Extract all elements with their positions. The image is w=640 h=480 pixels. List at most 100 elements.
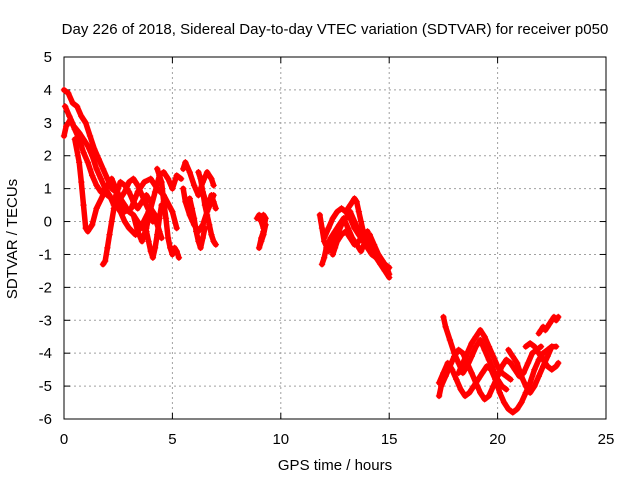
- data-point: [169, 251, 176, 258]
- data-point: [262, 221, 269, 229]
- data-point: [555, 359, 562, 367]
- data-point: [88, 152, 96, 159]
- data-point: [342, 208, 350, 215]
- data-point: [162, 215, 170, 222]
- data-point: [318, 224, 326, 232]
- data-point: [494, 376, 501, 383]
- y-tick-labels: -6 -5 -4 -3 -2 -1 0 1 2 3 4 5: [39, 49, 52, 428]
- data-point: [544, 353, 551, 360]
- data-point: [490, 382, 497, 390]
- data-point: [195, 168, 202, 176]
- data-point: [143, 192, 150, 199]
- data-point: [490, 353, 497, 360]
- data-point: [132, 231, 139, 238]
- data-point: [156, 215, 163, 222]
- data-point: [353, 198, 360, 205]
- data-point: [160, 168, 167, 176]
- data-point: [555, 313, 562, 321]
- data-point: [320, 254, 328, 261]
- data-point: [346, 215, 354, 222]
- data-point: [101, 185, 109, 192]
- data-point: [186, 168, 193, 176]
- data-point: [355, 238, 363, 245]
- data-point: [320, 234, 328, 242]
- data-point: [258, 218, 265, 225]
- data-point: [115, 198, 122, 205]
- data-point: [260, 211, 267, 219]
- data-point: [173, 172, 180, 179]
- data-point: [535, 349, 542, 357]
- data-point: [190, 215, 198, 222]
- data-point: [440, 369, 447, 377]
- data-point: [130, 175, 137, 182]
- y-tick-label: 0: [44, 214, 52, 231]
- data-point: [355, 208, 363, 215]
- data-point: [97, 175, 105, 182]
- data-point: [117, 195, 124, 202]
- y-tick-label: 1: [44, 181, 52, 198]
- data-point: [197, 244, 204, 252]
- data-point: [128, 205, 135, 212]
- data-point: [156, 228, 163, 235]
- data-point: [93, 182, 100, 189]
- data-point: [498, 382, 506, 390]
- data-point: [351, 218, 358, 225]
- data-point: [182, 159, 189, 166]
- series-arc-n: [253, 211, 269, 252]
- data-point: [381, 267, 389, 275]
- data-point: [141, 178, 148, 186]
- y-tick-label: -4: [39, 345, 52, 362]
- data-point: [145, 238, 152, 245]
- data-point: [104, 182, 111, 189]
- data-point: [66, 113, 73, 120]
- data-point: [461, 392, 469, 400]
- data-point: [351, 241, 358, 248]
- data-point: [154, 165, 161, 173]
- data-point: [195, 192, 202, 199]
- data-point: [134, 218, 141, 225]
- data-point: [78, 178, 85, 186]
- data-point: [180, 185, 187, 192]
- plot-frame: [63, 56, 607, 420]
- data-point: [99, 192, 107, 199]
- data-point: [318, 261, 326, 268]
- data-point: [169, 208, 176, 215]
- data-point: [342, 228, 350, 235]
- data-point: [338, 231, 345, 238]
- data-point: [513, 405, 521, 413]
- data-point: [364, 238, 371, 245]
- y-tick-label: 5: [44, 49, 52, 66]
- data-point: [112, 192, 120, 199]
- data-point: [448, 366, 456, 373]
- data-point: [147, 175, 154, 182]
- data-point: [112, 201, 120, 209]
- series-arc-f: [130, 168, 185, 245]
- data-point: [351, 195, 358, 202]
- data-point: [134, 228, 141, 235]
- data-point: [115, 185, 122, 192]
- data-point: [531, 343, 538, 350]
- data-point: [70, 122, 77, 130]
- data-point: [104, 244, 111, 252]
- series-trace-arc-t: [436, 343, 559, 416]
- data-point: [507, 359, 514, 367]
- series-arc-w: [455, 326, 514, 383]
- data-point: [505, 346, 512, 354]
- data-point: [496, 389, 503, 396]
- data-point: [199, 234, 206, 242]
- y-tick-label: 2: [44, 148, 52, 165]
- data-point: [331, 228, 339, 235]
- data-point: [75, 129, 83, 136]
- data-point: [125, 208, 133, 215]
- data-point: [147, 247, 154, 255]
- data-point: [121, 182, 128, 189]
- y-axis-label: SDTVAR / TECUs: [4, 179, 21, 299]
- data-point: [472, 333, 480, 340]
- data-point: [199, 188, 206, 196]
- series-arc-e: [99, 178, 154, 268]
- data-point: [526, 379, 534, 386]
- data-point: [147, 198, 154, 205]
- series-arc-y: [522, 340, 562, 373]
- series-arc-m: [199, 188, 219, 212]
- data-point: [546, 320, 553, 327]
